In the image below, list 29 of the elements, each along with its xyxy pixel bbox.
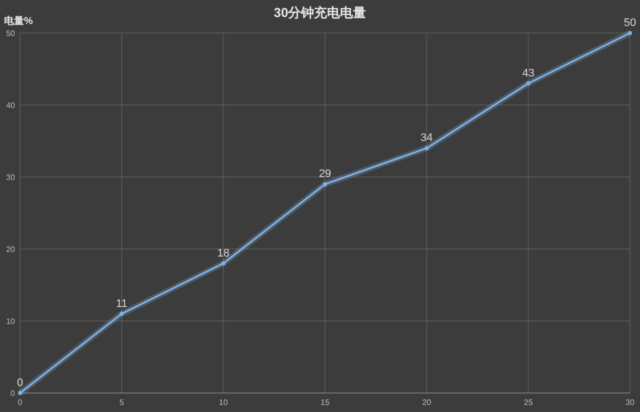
- point: [424, 146, 429, 150]
- y-tick-label: 0: [10, 389, 16, 398]
- point: [526, 81, 530, 86]
- data-label: 34: [420, 132, 433, 144]
- x-tick-label: 0: [18, 398, 23, 407]
- x-tick-label: 25: [524, 398, 534, 407]
- point: [221, 261, 226, 266]
- data-label: 11: [116, 298, 128, 310]
- x-tick-label: 15: [320, 398, 330, 407]
- chart-title: 30分钟充电电量: [274, 5, 366, 20]
- data-label: 18: [217, 247, 230, 260]
- x-tick-label: 30: [626, 398, 635, 407]
- data-label: 43: [522, 67, 534, 80]
- y-tick-label: 50: [6, 29, 16, 38]
- y-tick-label: 40: [6, 101, 16, 110]
- point: [120, 312, 124, 316]
- x-tick-label: 5: [119, 398, 124, 407]
- data-label: 29: [318, 168, 332, 180]
- y-tick-label: 30: [6, 173, 16, 182]
- point: [628, 31, 632, 35]
- data-label: 50: [624, 17, 636, 29]
- point: [18, 391, 22, 395]
- point: [323, 182, 327, 186]
- y-tick-label: 20: [6, 245, 16, 254]
- y-axis-title: 电量%: [4, 15, 33, 27]
- data-label: 0: [16, 377, 24, 389]
- y-tick-label: 10: [6, 317, 16, 326]
- x-tick-label: 20: [422, 398, 432, 407]
- x-tick-label: 10: [218, 398, 228, 407]
